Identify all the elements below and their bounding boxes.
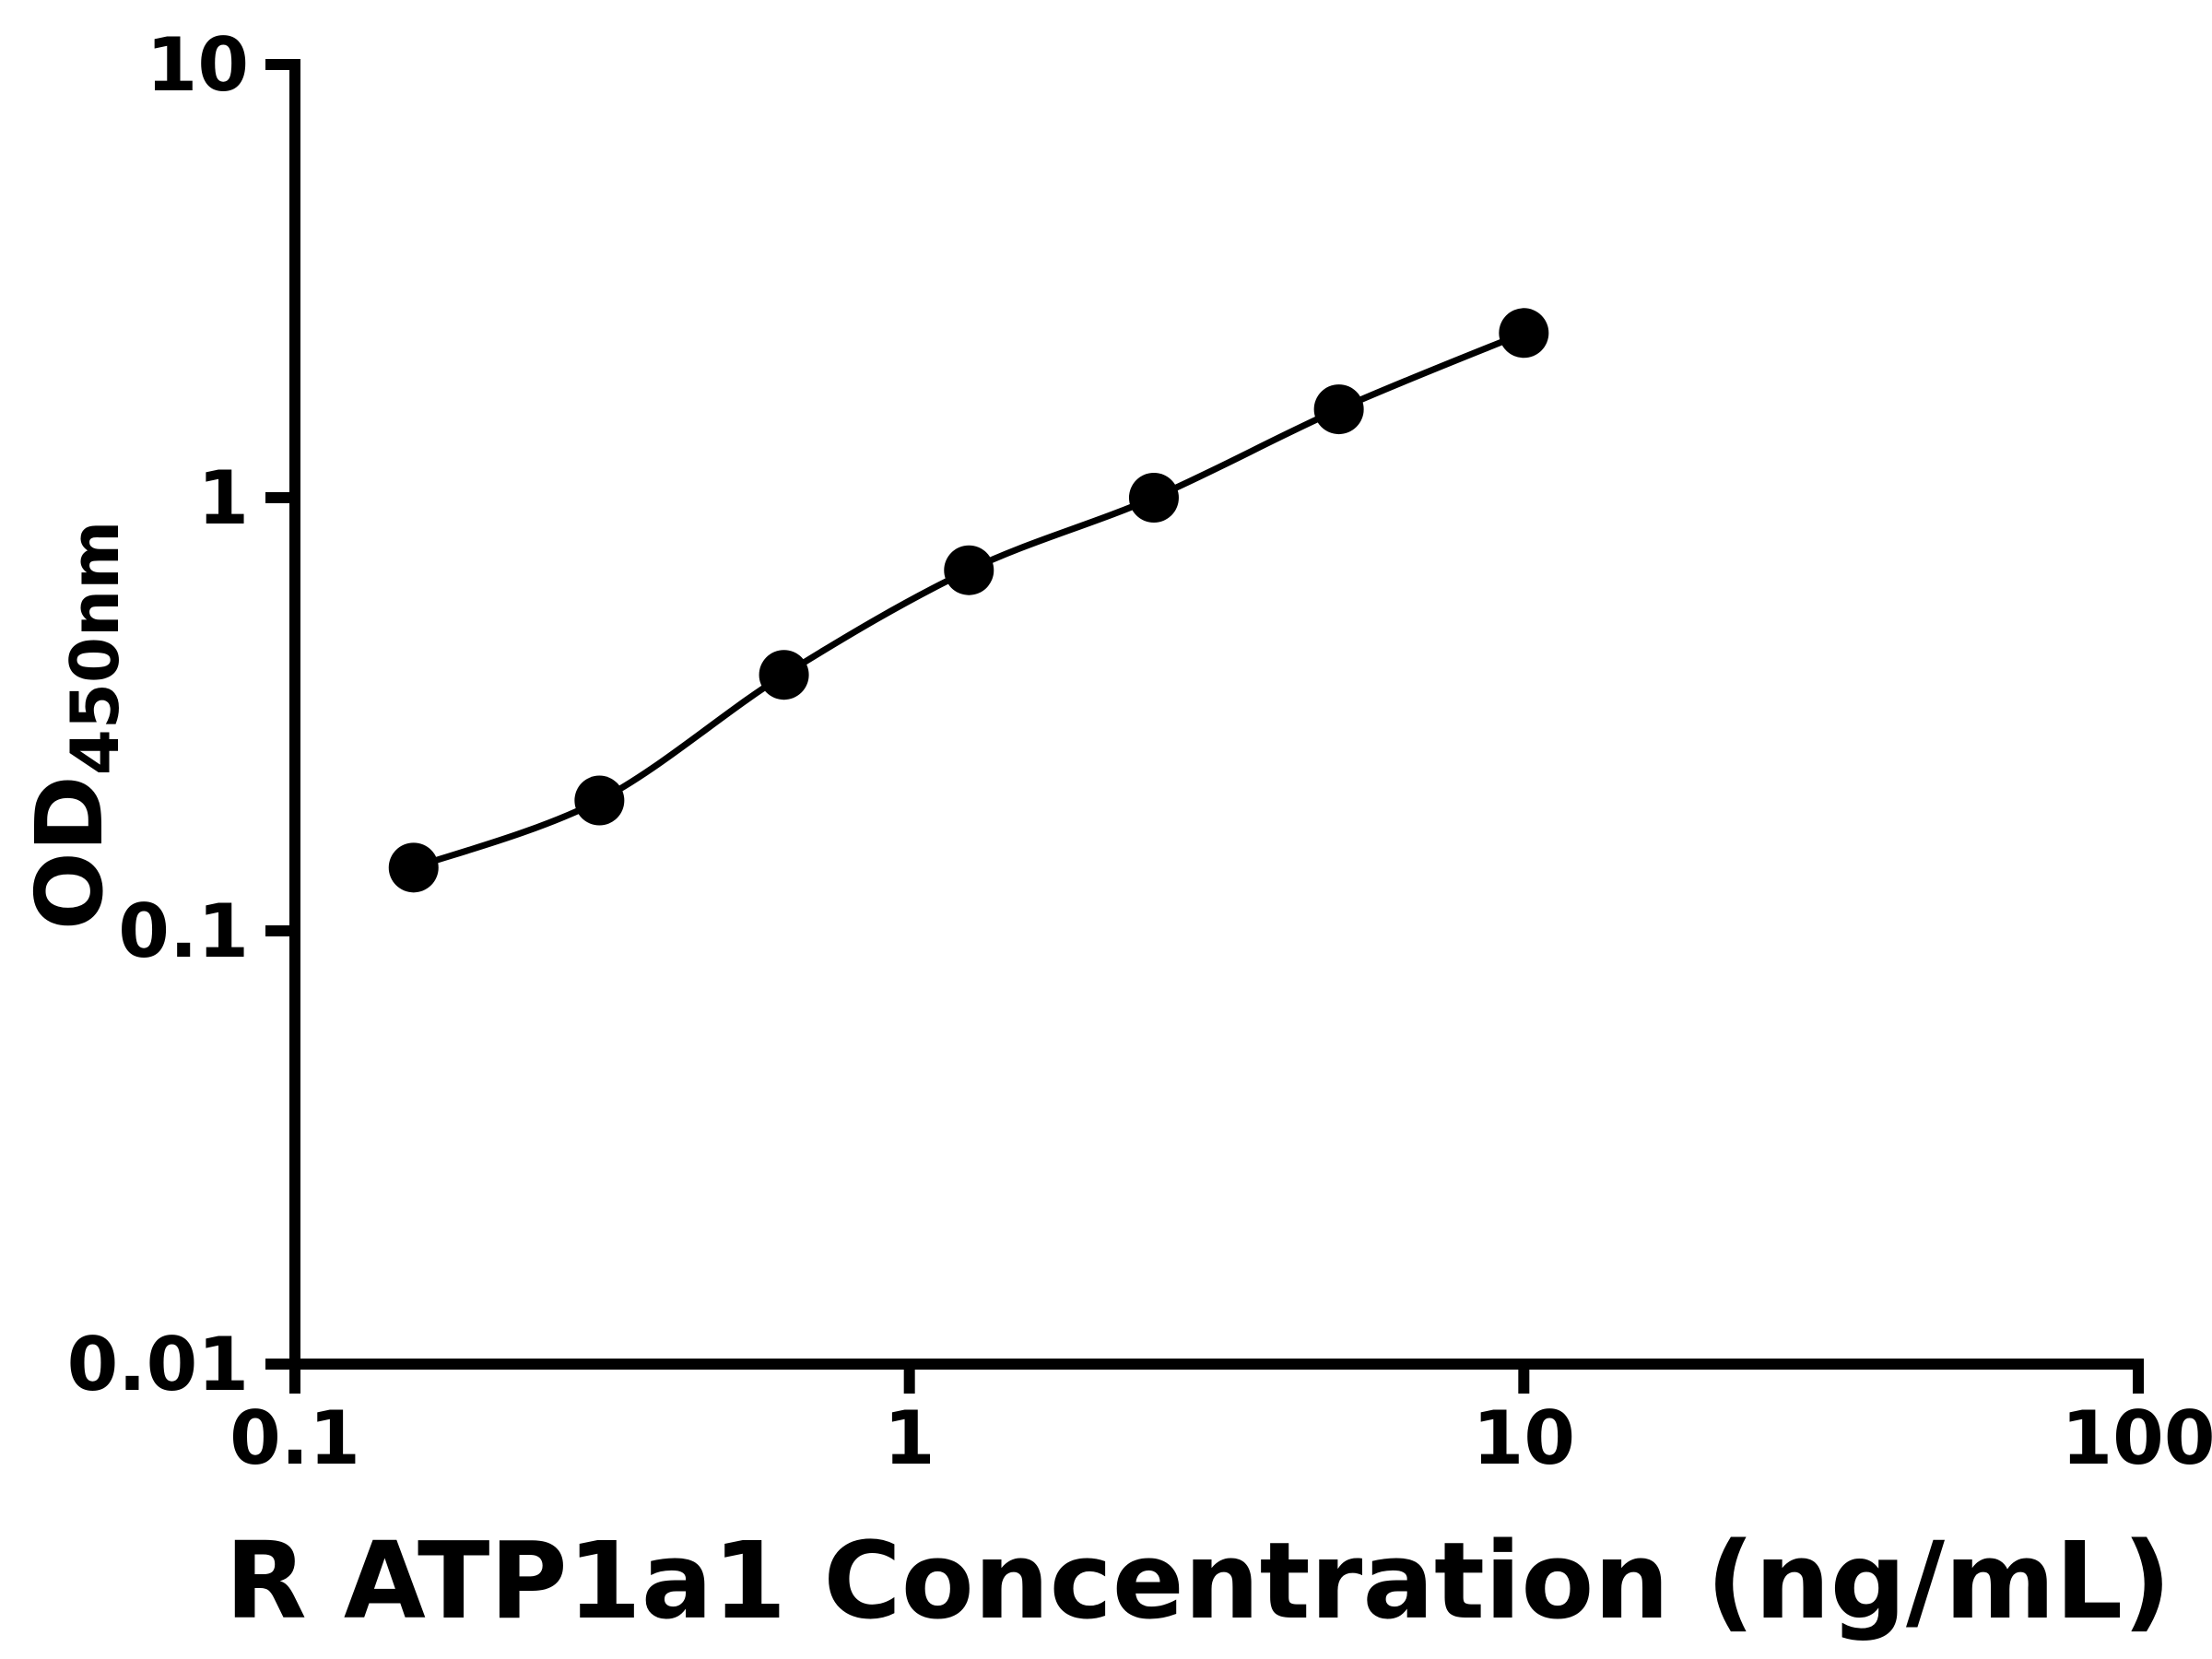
data-point	[1313, 384, 1364, 435]
data-point	[944, 545, 994, 595]
axis-line	[289, 59, 2144, 1370]
y-axis-title: OD450nm	[16, 521, 134, 931]
data-point	[1499, 308, 1549, 359]
x-tick-label: 10	[1473, 1395, 1575, 1481]
y-axis-title-main: OD	[16, 775, 124, 930]
data-point	[574, 775, 625, 826]
tick-marks	[265, 59, 2144, 1394]
y-axis-title-subscript: 450nm	[56, 521, 134, 776]
data-point	[759, 650, 809, 700]
y-tick-label: 0.01	[67, 1322, 249, 1407]
data-point	[388, 842, 439, 893]
y-tick-label: 0.1	[118, 888, 249, 974]
x-tick-label: 100	[2062, 1395, 2212, 1481]
data-points	[388, 308, 1549, 893]
axes	[289, 59, 2144, 1370]
data-point	[1128, 473, 1179, 523]
y-tick-label: 1	[197, 455, 249, 541]
x-tick-labels: 0.1 1 10 100	[229, 1395, 2212, 1481]
x-tick-label: 0.1	[229, 1395, 360, 1481]
y-tick-label: 10	[147, 22, 249, 108]
y-tick-labels: 0.01 0.1 1 10	[67, 22, 249, 1407]
x-tick-label: 1	[884, 1395, 935, 1481]
x-axis-title: R ATP1a1 Concentration (ng/mL)	[225, 1520, 2171, 1643]
